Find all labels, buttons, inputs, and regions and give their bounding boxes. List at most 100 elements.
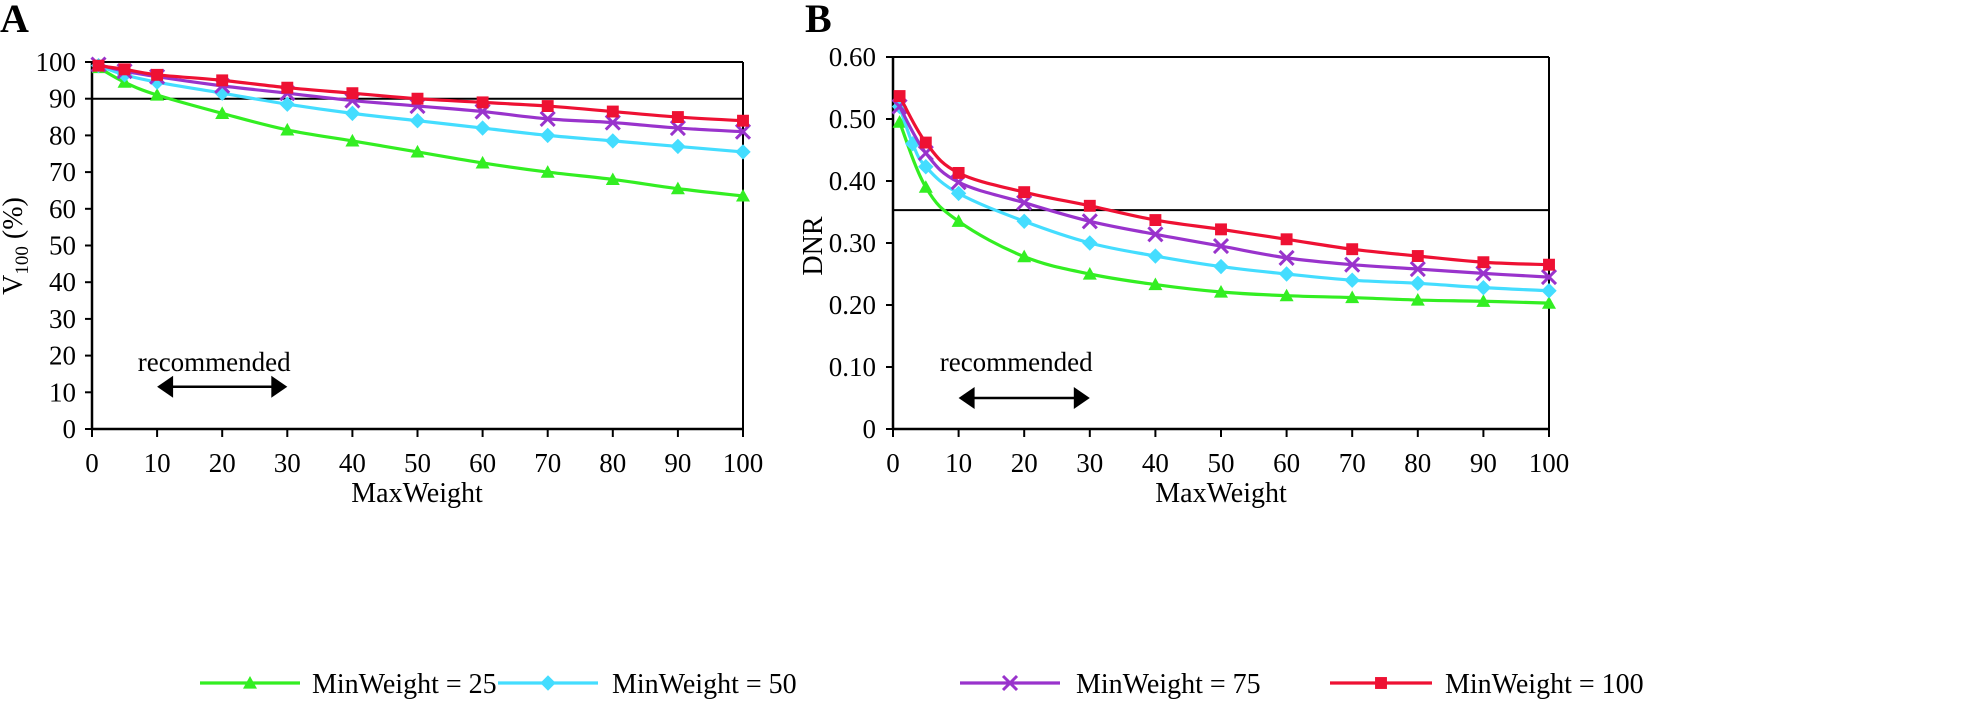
- y-tick-label: 80: [49, 120, 76, 150]
- panel-label-b: B: [805, 0, 832, 41]
- y-tick-label: 40: [49, 267, 76, 297]
- series-minweight-25: [892, 115, 1556, 309]
- x-tick-label: 50: [1208, 448, 1235, 478]
- data-point-triangle: [410, 144, 425, 158]
- y-tick-label: 0.40: [829, 166, 876, 196]
- data-point-square: [92, 59, 105, 72]
- series-minweight-100: [893, 90, 1555, 271]
- x-axis-title-a: MaxWeight: [351, 478, 483, 509]
- x-tick-label: 30: [1076, 448, 1103, 478]
- series-a: [90, 56, 752, 202]
- x-tick-label: 40: [339, 448, 366, 478]
- recommended-label-a: recommended: [138, 347, 291, 377]
- y-ticks-a: 0 10 20 30 40 50 60 70 80 90 100: [36, 47, 92, 444]
- x-tick-label: 80: [1404, 448, 1431, 478]
- data-point-x: [1540, 269, 1558, 286]
- x-tick-label: 0: [85, 448, 99, 478]
- legend-label: MinWeight = 25: [312, 669, 497, 700]
- legend-label: MinWeight = 75: [1076, 669, 1261, 700]
- data-point-diamond: [1410, 275, 1426, 291]
- data-point-square: [281, 81, 294, 94]
- data-point-diamond: [670, 138, 686, 155]
- legend-marker-triangle-icon: [200, 676, 300, 689]
- x-tick-label: 10: [945, 448, 972, 478]
- legend-marker: [243, 676, 257, 689]
- x-tick-label: 70: [1339, 448, 1366, 478]
- data-point-triangle: [475, 155, 490, 169]
- x-tick-label: 0: [886, 448, 900, 478]
- data-point-square: [919, 136, 932, 149]
- data-point-triangle: [670, 181, 685, 195]
- series-line: [898, 105, 1550, 279]
- data-point-square: [1215, 223, 1227, 236]
- data-point-square: [893, 90, 906, 103]
- data-point-square: [606, 105, 619, 118]
- data-point-square: [151, 68, 164, 81]
- x-tick-label: 90: [664, 448, 691, 478]
- data-point-triangle: [215, 106, 230, 119]
- y-tick-label: 0: [63, 414, 77, 444]
- data-point-x: [1147, 226, 1164, 243]
- data-point-diamond: [279, 96, 295, 112]
- data-point-x: [1344, 256, 1361, 273]
- series-b: [891, 90, 1558, 309]
- data-point-square: [216, 74, 229, 87]
- data-point-triangle: [736, 188, 750, 202]
- y-tick-label: 70: [49, 157, 76, 187]
- x-tick-label: 70: [534, 448, 561, 478]
- y-ticks-b: 0 0.10 0.20 0.30 0.40 0.50 0.60: [829, 42, 893, 444]
- data-point-diamond: [1016, 213, 1032, 229]
- data-point-triangle: [1214, 284, 1228, 298]
- data-point-triangle: [540, 165, 555, 178]
- x-axis-title-b: MaxWeight: [1155, 478, 1287, 509]
- data-point-triangle: [1345, 290, 1360, 304]
- legend-marker: [540, 675, 556, 691]
- data-point-square: [737, 114, 749, 127]
- x-tick-label: 60: [469, 448, 496, 478]
- data-point-diamond: [1082, 235, 1098, 251]
- data-point-square: [952, 166, 965, 179]
- legend-marker-x-icon: [960, 674, 1060, 692]
- y-axis-title-subscript-a: 100: [12, 246, 33, 275]
- x-ticks-b: 0 10 20 30 40 50 60 70 80 90 100: [886, 429, 1569, 478]
- data-point-x: [669, 119, 686, 137]
- recommended-annotation-b: recommended: [940, 347, 1093, 409]
- data-point-x: [1081, 213, 1098, 230]
- data-point-triangle: [1148, 277, 1163, 291]
- data-point-square: [1083, 199, 1096, 212]
- data-point-triangle: [150, 88, 165, 101]
- data-point-square: [671, 111, 684, 123]
- y-tick-label: 100: [36, 47, 77, 77]
- data-point-diamond: [735, 144, 751, 160]
- data-point-triangle: [892, 115, 907, 128]
- y-tick-label: 0.60: [829, 42, 876, 72]
- series-minweight-75: [891, 98, 1558, 286]
- data-point-triangle: [1476, 294, 1491, 307]
- data-point-diamond: [1147, 248, 1164, 264]
- y-tick-label: 50: [49, 231, 76, 261]
- data-point-square: [1411, 250, 1424, 262]
- data-point-square: [118, 63, 131, 76]
- series-line: [97, 66, 744, 198]
- legend-item-minweight-25: MinWeight = 25: [200, 669, 497, 700]
- x-tick-label: 100: [723, 448, 764, 478]
- panel-label-a: A: [0, 0, 29, 41]
- data-point-diamond: [1541, 283, 1557, 299]
- x-tick-label: 10: [144, 448, 171, 478]
- data-point-diamond: [918, 159, 934, 175]
- data-point-x: [539, 110, 556, 127]
- series-minweight-50: [891, 98, 1557, 299]
- data-point-x: [1475, 265, 1492, 282]
- recommended-annotation-a: recommended: [138, 347, 291, 398]
- legend-marker-diamond-icon: [498, 675, 598, 691]
- data-point-diamond: [409, 113, 426, 129]
- data-point-diamond: [904, 136, 921, 152]
- y-tick-label: 0.20: [829, 290, 876, 320]
- legend-label: MinWeight = 50: [612, 669, 797, 700]
- data-point-triangle: [1410, 293, 1425, 306]
- y-tick-label: 30: [49, 304, 76, 334]
- series-line: [898, 121, 1550, 305]
- y-tick-label: 10: [49, 377, 76, 407]
- y-tick-label: 90: [49, 84, 76, 114]
- data-point-diamond: [1344, 272, 1360, 288]
